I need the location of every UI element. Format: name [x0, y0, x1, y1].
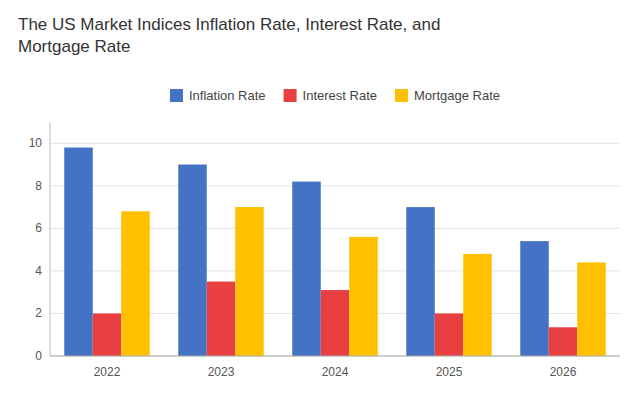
bar: [64, 148, 93, 356]
x-tick-label: 2026: [550, 365, 577, 379]
legend-item: Mortgage Rate: [395, 88, 500, 103]
legend-item: Interest Rate: [284, 88, 377, 103]
legend-swatch: [395, 89, 408, 102]
legend-item: Inflation Rate: [170, 88, 266, 103]
x-axis-line: [50, 356, 620, 357]
bar: [463, 254, 492, 356]
bar: [292, 182, 321, 356]
legend-label: Interest Rate: [303, 88, 377, 103]
legend: Inflation Rate Interest Rate Mortgage Rate: [170, 88, 500, 103]
x-tick-label: 2024: [322, 365, 349, 379]
y-tick-label: 4: [35, 264, 42, 278]
legend-swatch: [284, 89, 297, 102]
y-axis-line: [50, 122, 51, 356]
bar: [349, 237, 378, 356]
bar: [121, 211, 150, 356]
x-tick-label: 2025: [436, 365, 463, 379]
title-line: Mortgage Rate: [18, 37, 130, 56]
grid: [50, 143, 620, 356]
bar: [406, 207, 435, 356]
grid-line: [50, 356, 620, 357]
y-tick-label: 10: [29, 136, 43, 150]
chart-svg: The US Market Indices Inflation Rate, In…: [0, 0, 640, 396]
bar: [321, 290, 350, 356]
y-tick-label: 6: [35, 221, 42, 235]
bar: [178, 165, 207, 356]
bar: [549, 327, 578, 356]
x-tick-label: 2023: [208, 365, 235, 379]
bar: [520, 241, 549, 356]
background: [0, 0, 640, 396]
grid-line: [50, 143, 620, 144]
bars: [64, 148, 606, 356]
bar: [435, 313, 464, 356]
title: The US Market Indices Inflation Rate, In…: [18, 15, 440, 56]
grid-line: [50, 185, 620, 186]
chart-container: The US Market Indices Inflation Rate, In…: [0, 0, 640, 396]
bar: [207, 282, 236, 356]
bar: [577, 262, 606, 356]
legend-label: Mortgage Rate: [414, 88, 500, 103]
legend-label: Inflation Rate: [189, 88, 266, 103]
y-tick-label: 2: [35, 306, 42, 320]
bar: [235, 207, 264, 356]
title-line: The US Market Indices Inflation Rate, In…: [18, 15, 440, 34]
legend-swatch: [170, 89, 183, 102]
y-tick-label: 8: [35, 179, 42, 193]
x-tick-label: 2022: [94, 365, 121, 379]
y-tick-label: 0: [35, 349, 42, 363]
bar: [93, 313, 122, 356]
